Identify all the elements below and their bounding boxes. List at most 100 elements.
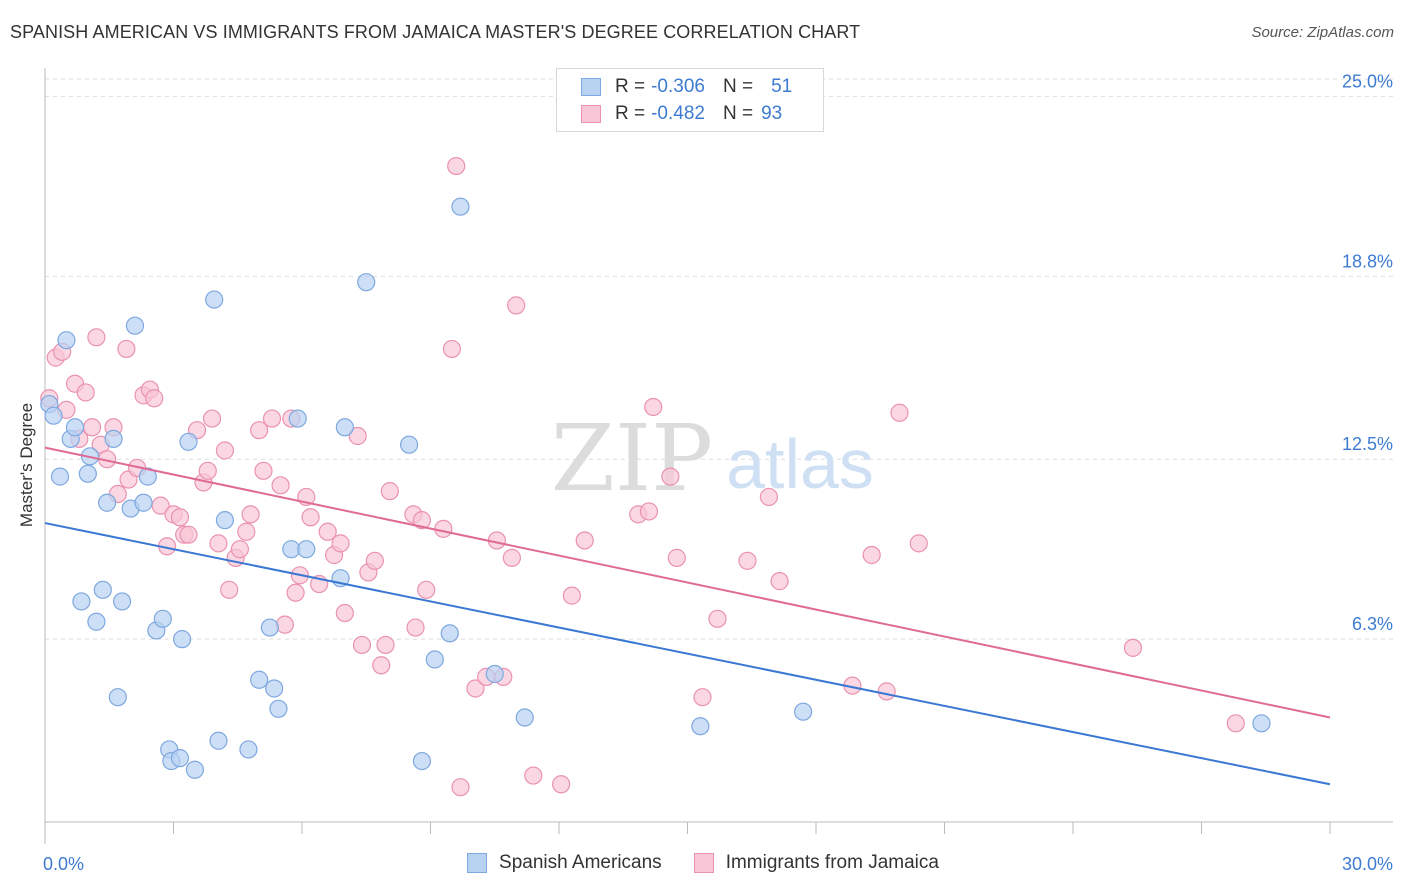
jamaica-point — [230, 540, 249, 559]
spanish-point — [297, 540, 316, 559]
spanish-point — [65, 418, 85, 437]
jamaica-point — [179, 525, 198, 544]
jamaica-point — [170, 508, 190, 527]
legend-swatch-jamaica — [581, 105, 601, 123]
jamaica-point — [639, 502, 659, 521]
jamaica-point — [667, 548, 686, 567]
jamaica-point — [275, 615, 294, 634]
jamaica-point — [237, 522, 256, 541]
jamaica-point — [202, 409, 222, 428]
spanish-point — [87, 612, 106, 631]
spanish-point — [412, 751, 432, 771]
jamaica-point — [220, 580, 239, 599]
spanish-point — [50, 467, 70, 486]
jamaica-point — [87, 328, 106, 347]
legend-label-jamaica: Immigrants from Jamaica — [725, 852, 939, 873]
spanish-point — [250, 670, 269, 689]
jamaica-point — [738, 551, 757, 570]
spanish-point — [98, 493, 117, 512]
jamaica-point — [331, 534, 350, 553]
spanish-point — [515, 708, 534, 727]
jamaica-point — [890, 403, 909, 422]
jamaica-point — [151, 496, 170, 515]
jamaica-point — [451, 778, 470, 797]
jamaica-point — [352, 635, 372, 655]
spanish-point — [138, 467, 157, 486]
spanish-point — [1252, 714, 1271, 733]
watermark: ZIP atlas — [551, 405, 874, 512]
spanish-point — [93, 580, 112, 599]
jamaica-point — [644, 397, 663, 417]
spanish-point — [172, 630, 192, 649]
spanish-point — [425, 650, 444, 669]
legend-swatch-spanish — [467, 853, 488, 873]
jamaica-point — [209, 534, 228, 553]
legend-item-jamaica: Immigrants from Jamaica — [693, 852, 939, 874]
spanish-point — [440, 624, 459, 643]
spanish-point — [260, 618, 279, 637]
legend-row-jamaica: R = -0.482 N = 93 — [557, 101, 782, 127]
legend-row-spanish: R = -0.306 N = 51 — [557, 74, 792, 100]
jamaica-point — [76, 383, 95, 402]
jamaica-point — [241, 505, 260, 524]
jamaica-point — [693, 688, 712, 707]
legend-swatch-jamaica — [693, 853, 714, 873]
legend-r-value: -0.306 — [651, 76, 705, 97]
x-tick-label: 30.0% — [1342, 854, 1393, 874]
series-spanish-points — [40, 197, 1271, 779]
jamaica-point — [145, 389, 164, 408]
spanish-point — [335, 418, 354, 437]
spanish-point — [179, 432, 198, 451]
y-tick-label: 6.3% — [1352, 614, 1393, 634]
y-tick-label: 18.8% — [1342, 251, 1393, 271]
x-tick-label: 0.0% — [43, 854, 84, 874]
bottom-legend: Spanish Americans Immigrants from Jamaic… — [0, 852, 1406, 874]
jamaica-point — [909, 534, 928, 553]
jamaica-point — [412, 511, 432, 530]
jamaica-point — [877, 682, 896, 701]
trend-lines — [44, 446, 1331, 786]
spanish-point — [399, 435, 419, 454]
spanish-point — [185, 760, 205, 779]
spanish-point — [357, 273, 376, 292]
spanish-point — [451, 197, 470, 216]
trend-line-jamaica — [44, 446, 1331, 719]
spanish-point — [153, 609, 172, 628]
jamaica-point — [759, 487, 778, 507]
spanish-point — [104, 429, 123, 448]
jamaica-point — [507, 296, 526, 315]
jamaica-point — [380, 482, 399, 501]
y-tick-label: 25.0% — [1342, 71, 1393, 91]
jamaica-point — [406, 618, 425, 637]
spanish-point — [108, 688, 127, 707]
spanish-point — [72, 592, 91, 611]
jamaica-point — [434, 519, 453, 538]
jamaica-point — [862, 545, 881, 565]
legend-r-value: -0.482 — [651, 103, 705, 124]
legend-r-label: R = — [615, 76, 646, 97]
spanish-point — [125, 316, 145, 335]
jamaica-point — [661, 467, 680, 486]
jamaica-point — [466, 679, 485, 698]
y-tick-label: 12.5% — [1342, 434, 1393, 454]
spanish-point — [44, 406, 63, 425]
jamaica-point — [372, 656, 391, 675]
y-axis-label: Master's Degree — [17, 402, 36, 528]
jamaica-point — [250, 421, 269, 440]
spanish-point — [239, 740, 258, 759]
jamaica-point — [376, 635, 395, 655]
jamaica-point — [524, 766, 543, 785]
spanish-point — [794, 702, 813, 721]
legend-r-label: R = — [615, 103, 646, 124]
jamaica-point — [502, 548, 521, 567]
jamaica-point — [575, 531, 594, 550]
jamaica-point — [262, 409, 282, 428]
jamaica-point — [83, 418, 102, 437]
watermark-zip: ZIP — [551, 405, 713, 512]
jamaica-point — [708, 609, 727, 628]
jamaica-point — [254, 461, 273, 480]
legend-label-spanish: Spanish Americans — [499, 852, 662, 873]
legend-swatch-spanish — [581, 78, 601, 96]
spanish-point — [215, 511, 234, 530]
